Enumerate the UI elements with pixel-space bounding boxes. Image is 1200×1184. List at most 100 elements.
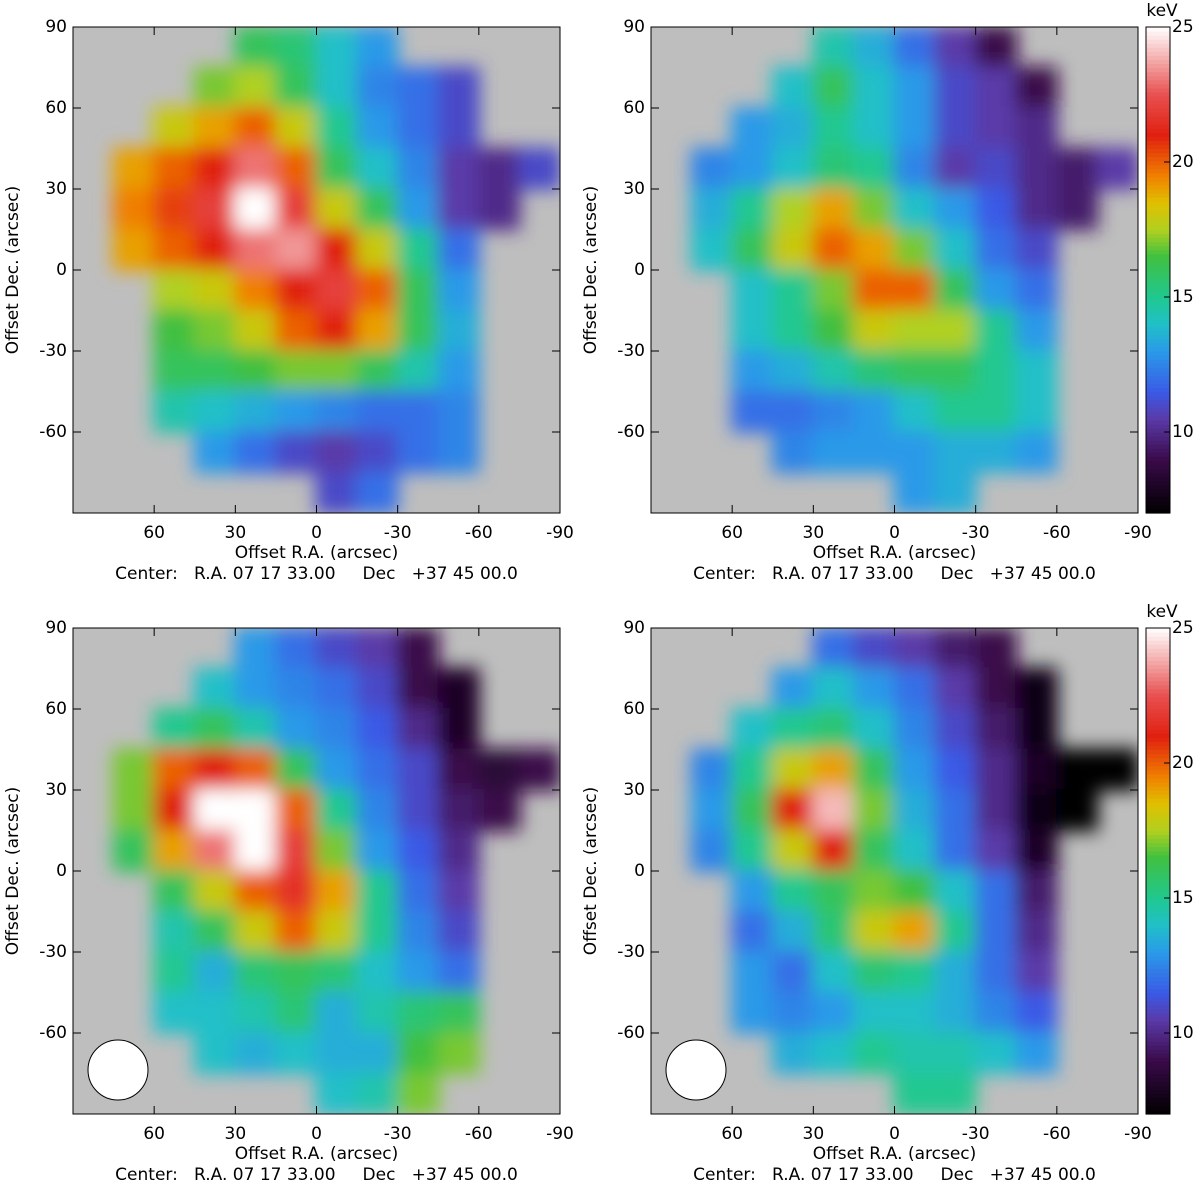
colorbar-swatch — [1146, 1109, 1170, 1115]
colorbar-swatch — [1146, 27, 1170, 32]
colorbar-swatch — [1146, 237, 1170, 243]
heatmap-cell — [193, 1032, 237, 1075]
heatmap-cell — [690, 829, 734, 872]
x-tick-label: 30 — [803, 523, 825, 543]
colorbar-swatch — [1146, 395, 1170, 401]
heatmap-cell — [153, 991, 196, 1034]
heatmap-cell — [315, 951, 359, 994]
colorbar-swatch — [1146, 391, 1170, 397]
colorbar-swatch — [1146, 749, 1170, 755]
heatmap-cell — [234, 829, 277, 872]
heatmap-cell — [771, 910, 815, 953]
heatmap-cell — [437, 350, 480, 393]
colorbar-swatch — [1146, 152, 1170, 158]
colorbar-swatch — [1146, 968, 1170, 973]
heatmap-cell — [315, 471, 359, 513]
heatmap-cell — [274, 1032, 318, 1075]
heatmap-cell — [274, 431, 318, 474]
y-tick-label: 90 — [45, 618, 67, 638]
heatmap-cell — [193, 107, 237, 150]
heatmap-cell — [974, 390, 1018, 433]
heatmap-cell — [934, 309, 977, 352]
colorbar-swatch — [1146, 375, 1170, 380]
heatmap-cell — [234, 309, 277, 352]
colorbar-swatch — [1146, 229, 1170, 235]
colorbar-swatch — [1146, 866, 1170, 872]
colorbar-swatch — [1146, 318, 1170, 324]
note: Center: R.A. 07 17 33.00 Dec +37 45 00.0 — [693, 564, 1096, 584]
colorbar-swatch — [1146, 846, 1170, 852]
heatmap-cell — [396, 870, 440, 913]
heatmap-cell — [812, 188, 855, 231]
heatmap-cell — [437, 910, 480, 953]
colorbar-swatch — [1146, 201, 1170, 206]
colorbar-swatch — [1146, 379, 1170, 384]
heatmap-cell — [1015, 350, 1058, 393]
colorbar-swatch — [1146, 484, 1170, 490]
x-axis-label: Offset R.A. (arcsec) — [813, 543, 977, 563]
heatmap-cell — [274, 228, 318, 271]
heatmap-cell — [315, 628, 359, 670]
colorbar-swatch — [1146, 444, 1170, 449]
heatmap-cell — [234, 228, 277, 271]
colorbar-swatch — [1146, 765, 1170, 771]
colorbar-swatch — [1146, 452, 1170, 457]
colorbar-swatch — [1146, 1049, 1170, 1054]
x-tick-label: 0 — [889, 1124, 900, 1144]
heatmap-cell — [356, 309, 399, 352]
colorbar-swatch — [1146, 1033, 1170, 1038]
heatmap-cell — [731, 829, 774, 872]
heatmap-cell — [153, 910, 196, 953]
heatmap-cell — [234, 789, 277, 832]
colorbar-swatch — [1146, 67, 1170, 73]
colorbar-swatch — [1146, 1045, 1170, 1050]
heatmap-cell — [1096, 147, 1138, 190]
colorbar-swatch — [1146, 668, 1170, 674]
colorbar-swatch — [1146, 351, 1170, 356]
heatmap-cell — [1096, 748, 1138, 791]
colorbar-swatch — [1146, 209, 1170, 214]
heatmap-cell — [934, 829, 977, 872]
x-tick-label: 30 — [803, 1124, 825, 1144]
heatmap-cell — [893, 309, 937, 352]
x-tick-label: -30 — [962, 1124, 990, 1144]
colorbar-swatch — [1146, 508, 1170, 514]
heatmap-cell — [112, 748, 156, 791]
heatmap-cell — [852, 667, 896, 710]
heatmap-cell — [934, 1032, 977, 1075]
y-tick-label: -30 — [617, 341, 645, 361]
heatmap-cell — [1015, 991, 1058, 1034]
heatmap-cell — [974, 350, 1018, 393]
colorbar-swatch — [1146, 899, 1170, 904]
heatmap-cell — [812, 789, 855, 832]
heatmap-cell — [731, 390, 774, 433]
heatmap-cell — [934, 951, 977, 994]
heatmap-cell — [153, 107, 196, 150]
colorbar-swatch — [1146, 31, 1170, 36]
colorbar-swatch — [1146, 648, 1170, 653]
heatmap-cell — [852, 789, 896, 832]
heatmap-cell — [934, 748, 977, 791]
x-tick-label: 60 — [721, 1124, 743, 1144]
heatmap-cell — [234, 1032, 277, 1075]
colorbar-swatch — [1146, 120, 1170, 125]
heatmap-cell — [234, 748, 277, 791]
heatmap-cell — [315, 789, 359, 832]
colorbar-swatch — [1146, 992, 1170, 998]
colorbar-swatch — [1146, 87, 1170, 93]
colorbar-swatch — [1146, 35, 1170, 40]
heatmap-cell — [193, 708, 237, 751]
x-tick-label: 0 — [311, 523, 322, 543]
colorbar-swatch — [1146, 464, 1170, 470]
beam — [665, 1039, 727, 1101]
colorbar-swatch — [1146, 43, 1170, 48]
heatmap-cell — [771, 350, 815, 393]
heatmap-cell — [193, 431, 237, 474]
heatmap-cell — [437, 188, 480, 231]
heatmap-cell — [852, 27, 896, 69]
colorbar-swatch — [1146, 850, 1170, 856]
heatmap-cell — [893, 667, 937, 710]
colorbar-swatch — [1146, 879, 1170, 884]
heatmap-cell — [396, 628, 440, 670]
colorbar-swatch — [1146, 1069, 1170, 1075]
